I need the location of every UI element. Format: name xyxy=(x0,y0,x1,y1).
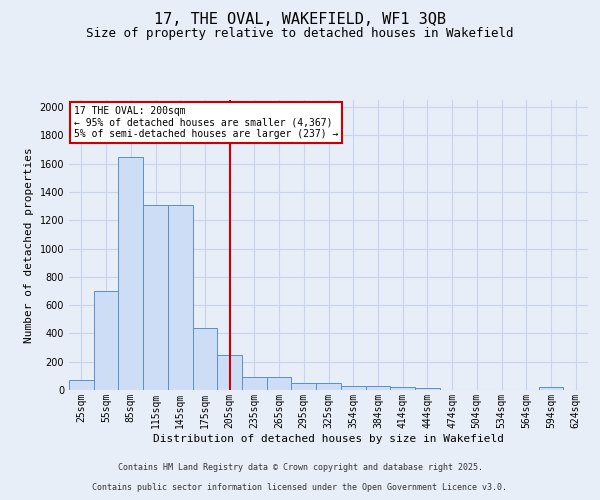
Bar xyxy=(292,383,316,390)
Bar xyxy=(94,291,118,390)
Bar xyxy=(316,383,341,390)
Bar xyxy=(267,378,292,390)
Bar xyxy=(341,386,365,390)
Y-axis label: Number of detached properties: Number of detached properties xyxy=(24,147,34,343)
Bar xyxy=(390,387,415,390)
Bar xyxy=(143,204,168,390)
Text: Contains public sector information licensed under the Open Government Licence v3: Contains public sector information licen… xyxy=(92,484,508,492)
X-axis label: Distribution of detached houses by size in Wakefield: Distribution of detached houses by size … xyxy=(153,434,504,444)
Bar xyxy=(539,387,563,390)
Bar xyxy=(69,380,94,390)
Text: Size of property relative to detached houses in Wakefield: Size of property relative to detached ho… xyxy=(86,28,514,40)
Text: 17, THE OVAL, WAKEFIELD, WF1 3QB: 17, THE OVAL, WAKEFIELD, WF1 3QB xyxy=(154,12,446,28)
Bar xyxy=(118,156,143,390)
Bar xyxy=(365,386,390,390)
Bar xyxy=(193,328,217,390)
Bar xyxy=(415,388,440,390)
Text: Contains HM Land Registry data © Crown copyright and database right 2025.: Contains HM Land Registry data © Crown c… xyxy=(118,464,482,472)
Bar xyxy=(242,376,267,390)
Bar xyxy=(217,354,242,390)
Text: 17 THE OVAL: 200sqm
← 95% of detached houses are smaller (4,367)
5% of semi-deta: 17 THE OVAL: 200sqm ← 95% of detached ho… xyxy=(74,106,338,139)
Bar xyxy=(168,204,193,390)
